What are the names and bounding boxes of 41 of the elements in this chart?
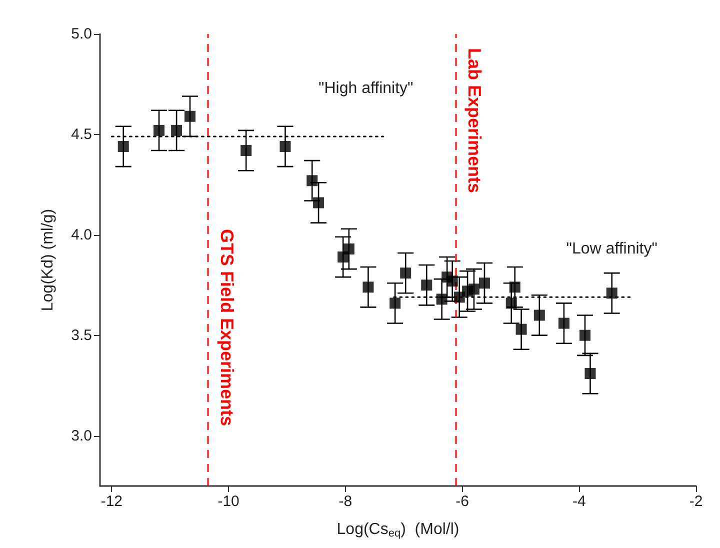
point (516, 324, 527, 335)
point (509, 282, 520, 293)
y-axis-title: Log(Kd) (ml/g) (40, 208, 56, 312)
x-tick-label: -8 (338, 493, 352, 510)
point (390, 298, 401, 309)
y-tick-label: 4.0 (71, 226, 92, 244)
point (579, 330, 590, 341)
point (313, 197, 324, 208)
ref-line-label: GTS Field Experiments (217, 228, 238, 426)
y-tick-label: 3.5 (71, 326, 92, 344)
x-tick-label: -4 (572, 493, 586, 510)
point (240, 145, 252, 156)
point (478, 278, 490, 289)
point (436, 294, 448, 305)
point (343, 243, 354, 254)
point (171, 124, 182, 136)
point (446, 276, 458, 287)
point (534, 310, 545, 321)
point (606, 288, 618, 299)
y-tick-label: 3.0 (71, 427, 92, 444)
ref-line-label: Lab Experiments (464, 48, 484, 194)
point (184, 110, 196, 122)
x-tick-label: -6 (456, 493, 469, 510)
x-tick-label: -12 (100, 493, 123, 510)
point (118, 141, 129, 152)
annotation: "Low affinity" (566, 240, 658, 258)
point (154, 124, 165, 136)
x-tick-label: -2 (689, 493, 703, 510)
point (506, 298, 517, 309)
annotation: "High affinity" (318, 80, 414, 97)
point (400, 268, 412, 279)
y-tick-label: 5.0 (71, 26, 92, 42)
x-tick-label: -10 (218, 493, 240, 510)
point (306, 175, 318, 186)
point (421, 280, 432, 291)
point (468, 284, 480, 295)
point (558, 318, 570, 329)
point (362, 282, 374, 293)
point (280, 141, 291, 152)
y-tick-label: 4.5 (71, 126, 92, 143)
point (584, 368, 596, 379)
